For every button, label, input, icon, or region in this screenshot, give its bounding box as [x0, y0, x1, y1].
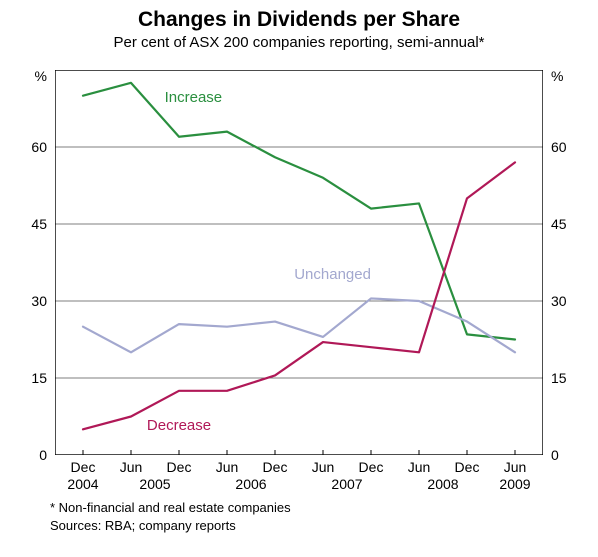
sources-text: Sources: RBA; company reports: [50, 517, 291, 535]
xtick-month: Jun: [120, 459, 143, 475]
ytick-left: 0: [39, 447, 47, 463]
xtick-month: Dec: [71, 459, 96, 475]
series-label: Decrease: [147, 417, 211, 434]
ytick-left: 45: [31, 216, 47, 232]
ytick-left: 60: [31, 139, 47, 155]
footnote-text: * Non-financial and real estate companie…: [50, 499, 291, 517]
ytick-right: 15: [551, 370, 567, 386]
xtick-month: Jun: [504, 459, 527, 475]
chart-title: Changes in Dividends per Share: [0, 0, 598, 32]
footnote-block: * Non-financial and real estate companie…: [50, 499, 291, 534]
xtick-year: 2005: [139, 476, 170, 492]
ytick-right: 30: [551, 293, 567, 309]
chart-subtitle: Per cent of ASX 200 companies reporting,…: [0, 32, 598, 51]
chart-container: Changes in Dividends per Share Per cent …: [0, 0, 598, 557]
ytick-left: 30: [31, 293, 47, 309]
ytick-right: 45: [551, 216, 567, 232]
xtick-year: 2004: [67, 476, 98, 492]
xtick-year: 2008: [427, 476, 458, 492]
xtick-year: 2006: [235, 476, 266, 492]
xtick-month: Jun: [216, 459, 239, 475]
xtick-month: Dec: [455, 459, 480, 475]
xtick-year: 2009: [499, 476, 530, 492]
ytick-right: 60: [551, 139, 567, 155]
xtick-month: Dec: [359, 459, 384, 475]
xtick-month: Jun: [408, 459, 431, 475]
chart-svg: [55, 70, 543, 455]
plot-area: [55, 70, 543, 455]
yunit-left: %: [35, 68, 47, 84]
yunit-right: %: [551, 68, 563, 84]
xtick-month: Jun: [312, 459, 335, 475]
ytick-right: 0: [551, 447, 559, 463]
ytick-left: 15: [31, 370, 47, 386]
series-label: Increase: [165, 89, 223, 106]
xtick-month: Dec: [167, 459, 192, 475]
xtick-month: Dec: [263, 459, 288, 475]
series-label: Unchanged: [294, 266, 371, 283]
xtick-year: 2007: [331, 476, 362, 492]
